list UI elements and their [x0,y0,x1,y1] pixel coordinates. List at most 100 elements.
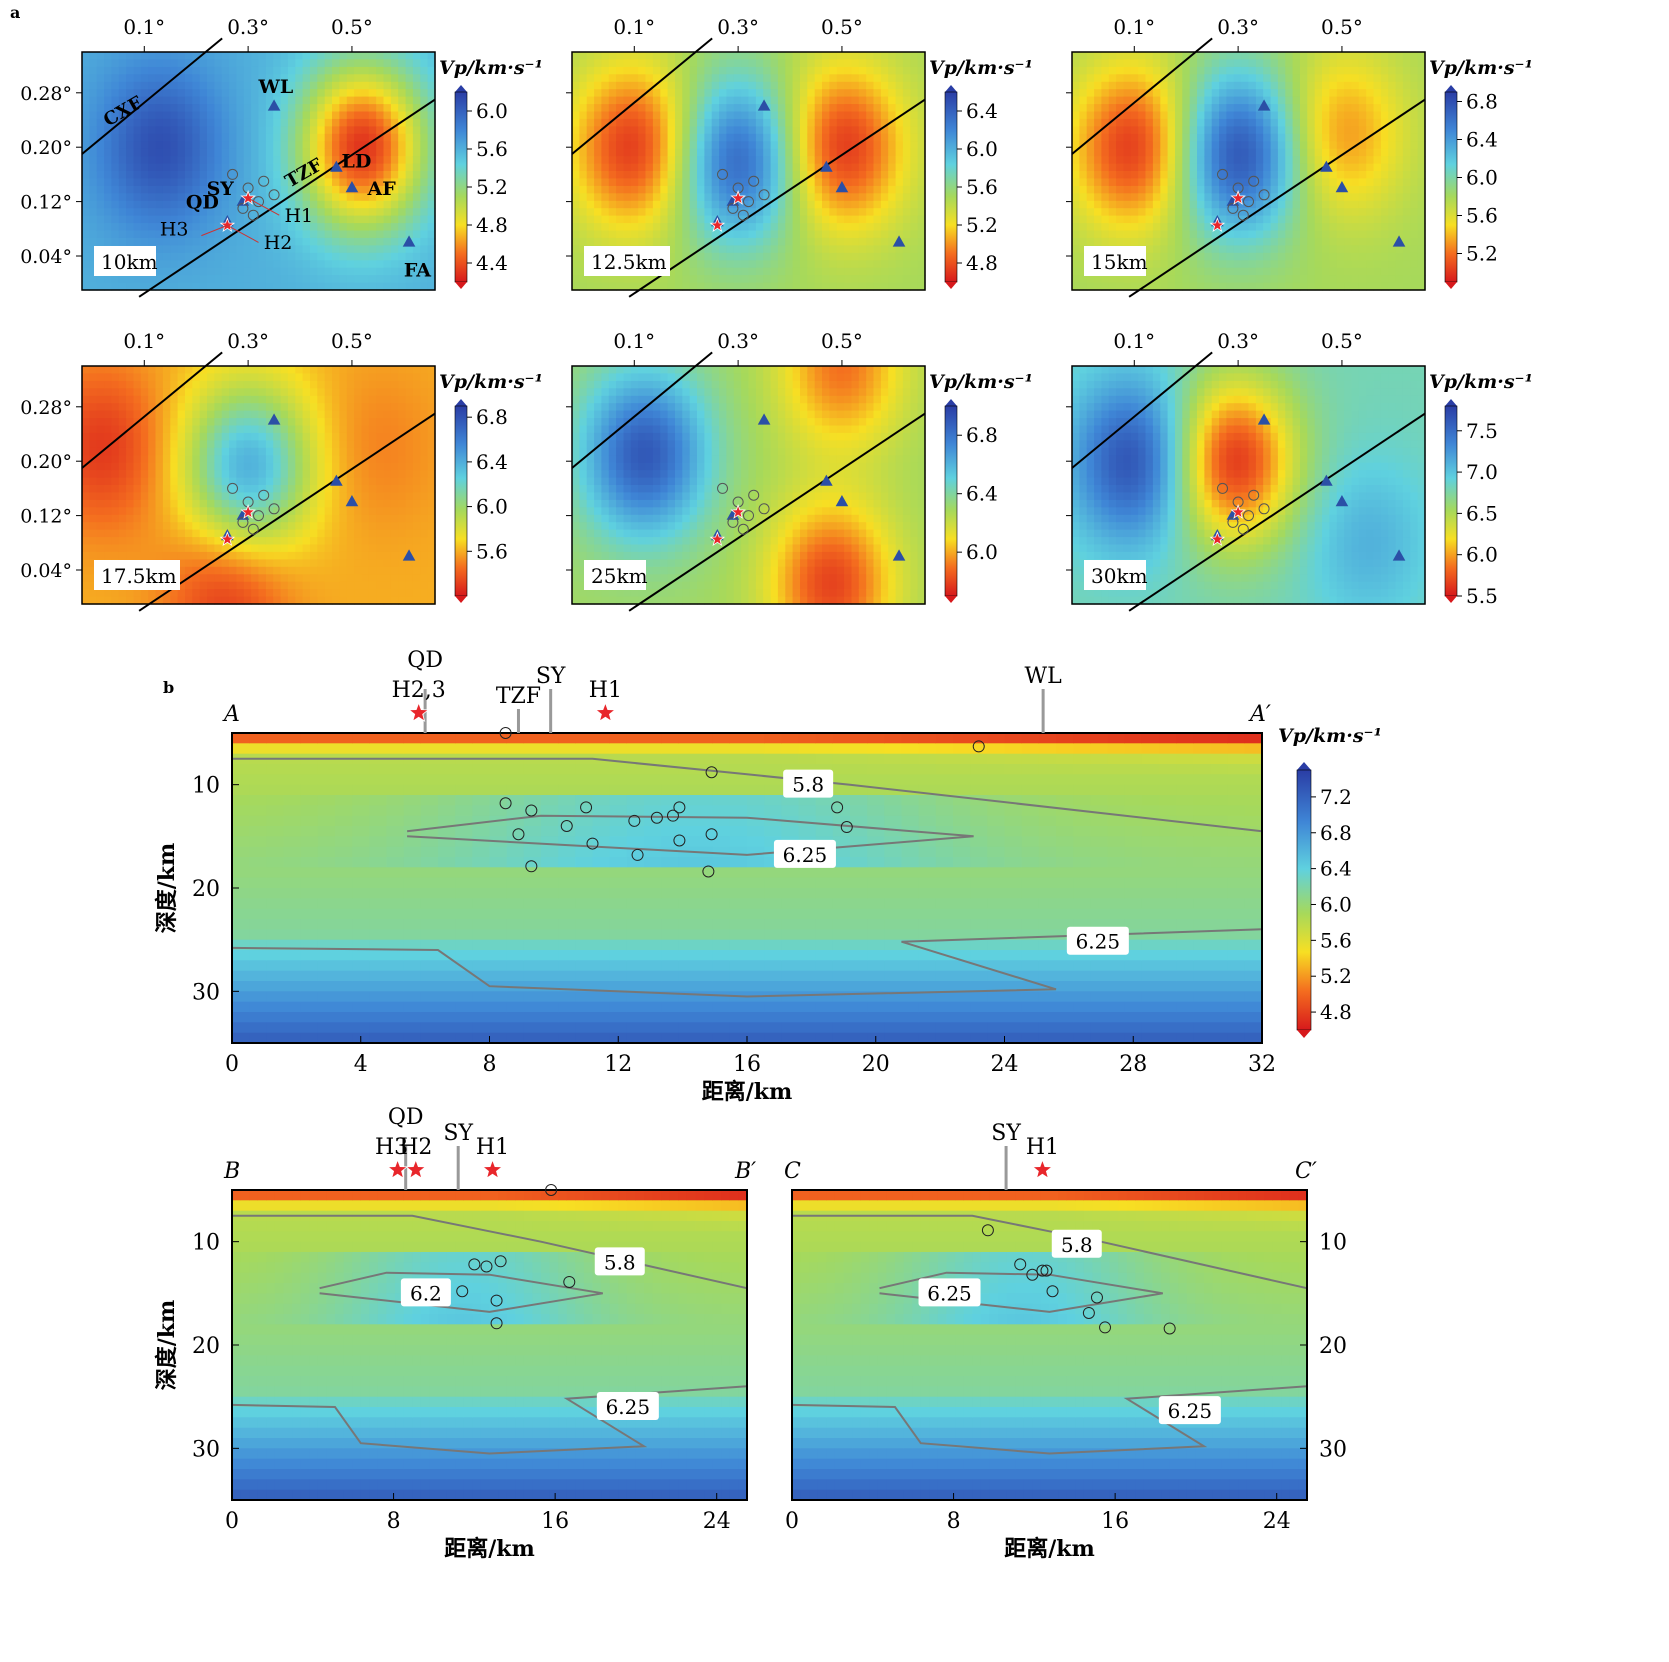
heat-cell [104,388,113,397]
heat-cell [376,126,385,135]
heat-cell [354,215,363,224]
heat-cell [822,118,830,127]
heat-cell [777,148,786,157]
heat-cell [368,171,377,179]
heat-cell [697,141,705,150]
heat-cell [361,215,370,224]
heat-cell [645,237,654,246]
heat-cell [623,163,632,172]
heat-cell [133,200,142,209]
heat-cell [873,133,882,142]
heat-cell [910,267,919,276]
heat-cell [866,267,875,276]
heat-cell [111,141,120,150]
heat-cell [1388,81,1397,90]
heat-cell [96,551,105,560]
heat-cell [1277,208,1286,217]
heat-cell [1277,74,1286,83]
heat-cell [1322,185,1330,194]
heat-cell [1410,260,1419,269]
heat-cell [667,260,676,269]
heat-cell [354,223,363,232]
heat-cell [858,81,867,90]
heat-cell [346,200,355,209]
heat-cell [104,96,113,105]
heat-cell [594,59,603,68]
heat-cell [390,163,399,172]
heat-cell [1152,282,1161,291]
heat-cell [251,104,260,113]
heat-cell [177,118,186,127]
heat-cell [1270,193,1279,202]
heat-cell [1351,275,1360,284]
heat-cell [118,425,127,434]
heat-cell [733,267,742,276]
heat-cell [763,185,772,194]
heat-cell [89,380,98,389]
heat-cell [229,89,238,98]
heat-cell [1079,245,1088,254]
heat-cell [1219,81,1228,90]
heat-cell [214,163,223,172]
heat-cell [133,275,142,284]
heat-cell [1410,200,1419,209]
heat-cell [1101,81,1110,90]
heat-cell [199,215,208,224]
heat-cell [89,373,98,382]
heat-cell [755,171,764,179]
heat-cell [1380,215,1389,224]
heat-cell [420,223,429,232]
heat-cell [594,148,603,157]
heat-cell [630,74,639,83]
heat-cell [1322,178,1330,187]
heat-cell [1351,223,1360,232]
heat-cell [170,66,179,75]
heat-cell [104,410,113,419]
heat-cell [221,89,230,98]
heat-cell [361,245,370,254]
heat-cell [111,59,120,68]
heat-cell [170,275,179,284]
heat-cell [1410,282,1419,291]
heat-cell [1123,171,1132,179]
heat-cell [667,200,676,209]
heat-cell [207,275,215,284]
heat-cell [1211,275,1220,284]
heat-cell [1402,156,1411,165]
heat-cell [1167,81,1176,90]
heat-cell [858,89,867,98]
heat-cell [1255,178,1264,187]
heat-cell [880,111,889,120]
heat-cell [741,89,750,98]
heat-cell [1344,118,1353,127]
heat-cell [170,237,179,246]
heat-cell [1241,185,1250,194]
heat-cell [199,59,208,68]
heat-cell [339,208,348,217]
heat-cell [243,66,252,75]
heat-cell [697,200,705,209]
heat-cell [170,104,179,113]
heat-cell [1079,96,1088,105]
heat-cell [1101,200,1110,209]
heat-cell [155,52,164,60]
heat-cell [1094,148,1103,157]
heat-cell [111,432,120,441]
heat-cell [630,118,639,127]
heat-cell [1079,185,1088,194]
heat-cell [324,245,333,254]
heat-cell [1241,171,1250,179]
heat-cell [243,252,252,261]
heat-cell [126,215,135,224]
heat-cell [755,126,764,135]
heat-cell [1233,52,1242,60]
heat-cell [917,200,926,209]
heat-cell [243,126,252,135]
heat-cell [1072,267,1080,276]
heat-cell [361,223,370,232]
heat-cell [836,126,845,135]
heat-cell [177,178,186,187]
heat-cell [1226,133,1235,142]
heat-cell [844,81,853,90]
heat-cell [243,111,252,120]
